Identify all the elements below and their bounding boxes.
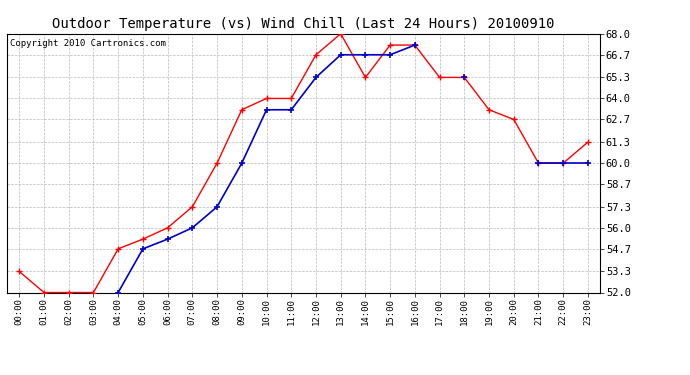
Text: Copyright 2010 Cartronics.com: Copyright 2010 Cartronics.com: [10, 39, 166, 48]
Title: Outdoor Temperature (vs) Wind Chill (Last 24 Hours) 20100910: Outdoor Temperature (vs) Wind Chill (Las…: [52, 17, 555, 31]
